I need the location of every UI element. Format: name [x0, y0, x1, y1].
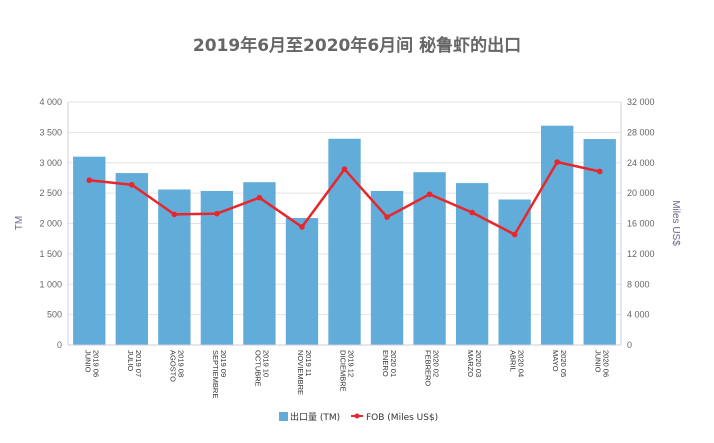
- x-tick-year: 2019 07: [134, 350, 143, 377]
- x-tick-year: 2020 04: [517, 350, 526, 377]
- x-tick-year: 2020 05: [559, 350, 568, 377]
- x-tick-label: 2019 06JUNIO: [83, 350, 100, 377]
- y-tick-label: 3 500: [39, 127, 62, 137]
- fob-point: [384, 214, 390, 220]
- x-tick-year: 2019 09: [219, 350, 228, 377]
- fob-point: [171, 211, 178, 218]
- x-tick-label: 2020 06JUNIO: [594, 350, 611, 377]
- bar: [243, 182, 276, 345]
- y2-tick-label: 8 000: [627, 279, 650, 289]
- x-tick-month: FEBRERO: [424, 350, 433, 386]
- bar: [285, 218, 319, 345]
- bar: [498, 199, 531, 345]
- x-tick-month: ENERO: [381, 350, 390, 377]
- x-tick-year: 2019 11: [304, 350, 313, 377]
- x-tick-label: 2019 12DICIEMBRE: [339, 350, 356, 392]
- bar: [370, 190, 404, 345]
- bar: [541, 125, 574, 345]
- x-tick-year: 2019 06: [91, 350, 100, 377]
- x-tick-year: 2020 06: [602, 350, 611, 377]
- x-tick-month: JUNIO: [594, 350, 603, 373]
- chart-title: 2019年6月至2020年6月间 秘鲁虾的出口: [193, 35, 521, 56]
- x-tick-label: 2020 04ABRIL: [509, 350, 526, 377]
- x-tick-label: 2020 02FEBRERO: [424, 350, 441, 386]
- y2-axis-label: Miles US$: [670, 200, 681, 246]
- y2-tick-label: 4 000: [627, 310, 650, 320]
- y-tick-label: 2 000: [39, 219, 62, 229]
- x-tick-year: 2019 10: [261, 350, 270, 377]
- y-axis-label: TM: [14, 216, 25, 230]
- x-tick-label: 2019 09SEPTIEMBRE: [211, 350, 228, 398]
- fob-point: [596, 168, 603, 175]
- x-tick-label: 2019 10OCTUBRE: [253, 350, 270, 387]
- x-tick-label: 2020 05MAYO: [551, 350, 568, 377]
- x-tick-month: JULIO: [126, 350, 135, 371]
- fob-point: [511, 231, 518, 238]
- fob-point: [426, 191, 433, 198]
- x-tick-month: OCTUBRE: [253, 350, 262, 387]
- y-tick-label: 500: [47, 310, 62, 320]
- x-tick-year: 2019 08: [176, 350, 185, 377]
- x-tick-month: MARZO: [466, 350, 475, 377]
- legend-line-label: FOB (Miles US$): [366, 413, 438, 423]
- x-tick-year: 2019 12: [347, 350, 356, 377]
- bar: [328, 138, 361, 345]
- x-tick-month: MAYO: [551, 350, 560, 372]
- y2-tick-label: 32 000: [627, 97, 655, 107]
- x-tick-year: 2020 03: [474, 350, 483, 377]
- x-tick-year: 2020 02: [432, 350, 441, 377]
- x-tick-month: DICIEMBRE: [339, 350, 348, 392]
- fob-point: [256, 194, 263, 201]
- y2-tick-label: 12 000: [627, 249, 655, 259]
- y-tick-label: 3 000: [39, 158, 62, 168]
- x-tick-year: 2020 01: [389, 350, 398, 377]
- x-tick-month: JUNIO: [83, 350, 92, 373]
- fob-point: [129, 181, 135, 188]
- legend-bar-label: 出口量 (TM): [290, 411, 340, 423]
- y2-tick-label: 20 000: [627, 188, 655, 198]
- legend-line-marker: [354, 413, 360, 419]
- y-tick-label: 4 000: [39, 97, 62, 107]
- y2-tick-label: 28 000: [627, 127, 655, 137]
- y-tick-label: 2 500: [39, 188, 62, 198]
- x-tick-month: NOVIEMBRE: [296, 350, 305, 395]
- y2-tick-label: 0: [627, 340, 632, 350]
- fob-point: [214, 210, 220, 217]
- fob-point: [86, 177, 93, 184]
- legend-bar-swatch: [279, 412, 288, 421]
- x-tick-label: 2020 03MARZO: [466, 350, 483, 377]
- y2-tick-label: 24 000: [627, 158, 655, 168]
- y-tick-label: 1 000: [39, 279, 62, 289]
- fob-point: [469, 209, 475, 216]
- fob-point: [299, 224, 305, 230]
- bar: [115, 173, 148, 345]
- y2-tick-label: 16 000: [627, 219, 655, 229]
- y-tick-label: 1 500: [39, 249, 62, 259]
- legend: 出口量 (TM) FOB (Miles US$): [279, 411, 438, 423]
- fob-point: [554, 159, 560, 165]
- x-tick-month: ABRIL: [509, 350, 518, 372]
- bar: [73, 156, 106, 345]
- x-tick-month: SEPTIEMBRE: [211, 350, 220, 398]
- x-tick-label: 2019 11NOVIEMBRE: [296, 350, 313, 395]
- bar: [200, 190, 234, 345]
- x-tick-month: AGOSTO: [168, 350, 177, 382]
- x-tick-label: 2019 08AGOSTO: [168, 350, 185, 382]
- x-tick-label: 2019 07JULIO: [126, 350, 143, 377]
- y-tick-label: 0: [57, 340, 62, 350]
- fob-point: [341, 166, 348, 173]
- x-tick-label: 2020 01ENERO: [381, 350, 398, 377]
